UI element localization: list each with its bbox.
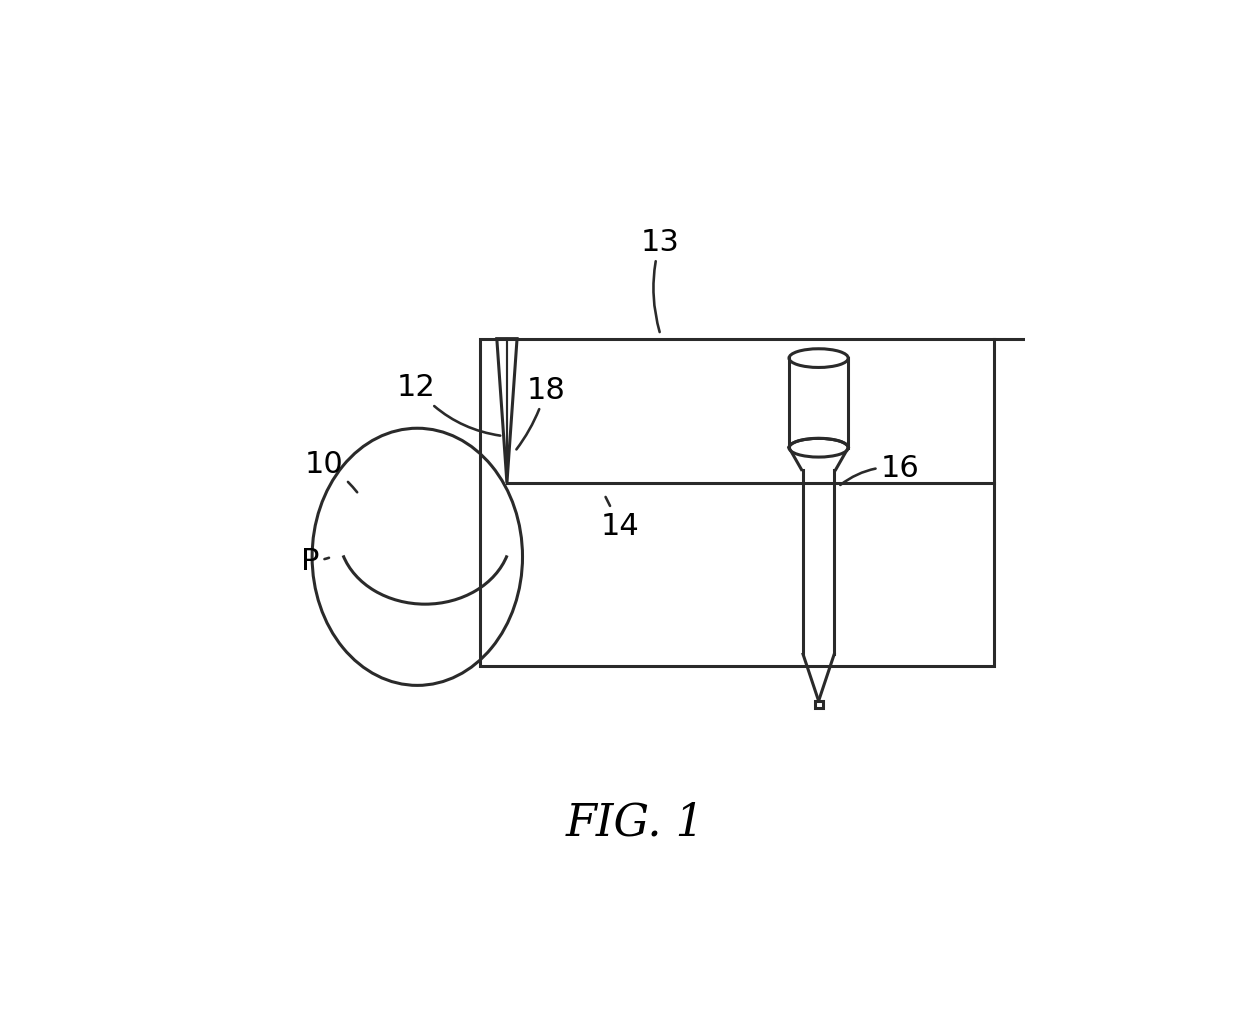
- Text: FIG. 1: FIG. 1: [565, 801, 706, 843]
- Text: 13: 13: [641, 227, 680, 333]
- Text: 16: 16: [841, 453, 920, 485]
- Text: 18: 18: [516, 375, 565, 450]
- Text: 12: 12: [397, 373, 500, 436]
- Text: 10: 10: [305, 449, 357, 492]
- Text: P: P: [300, 547, 329, 575]
- Text: 14: 14: [600, 497, 640, 541]
